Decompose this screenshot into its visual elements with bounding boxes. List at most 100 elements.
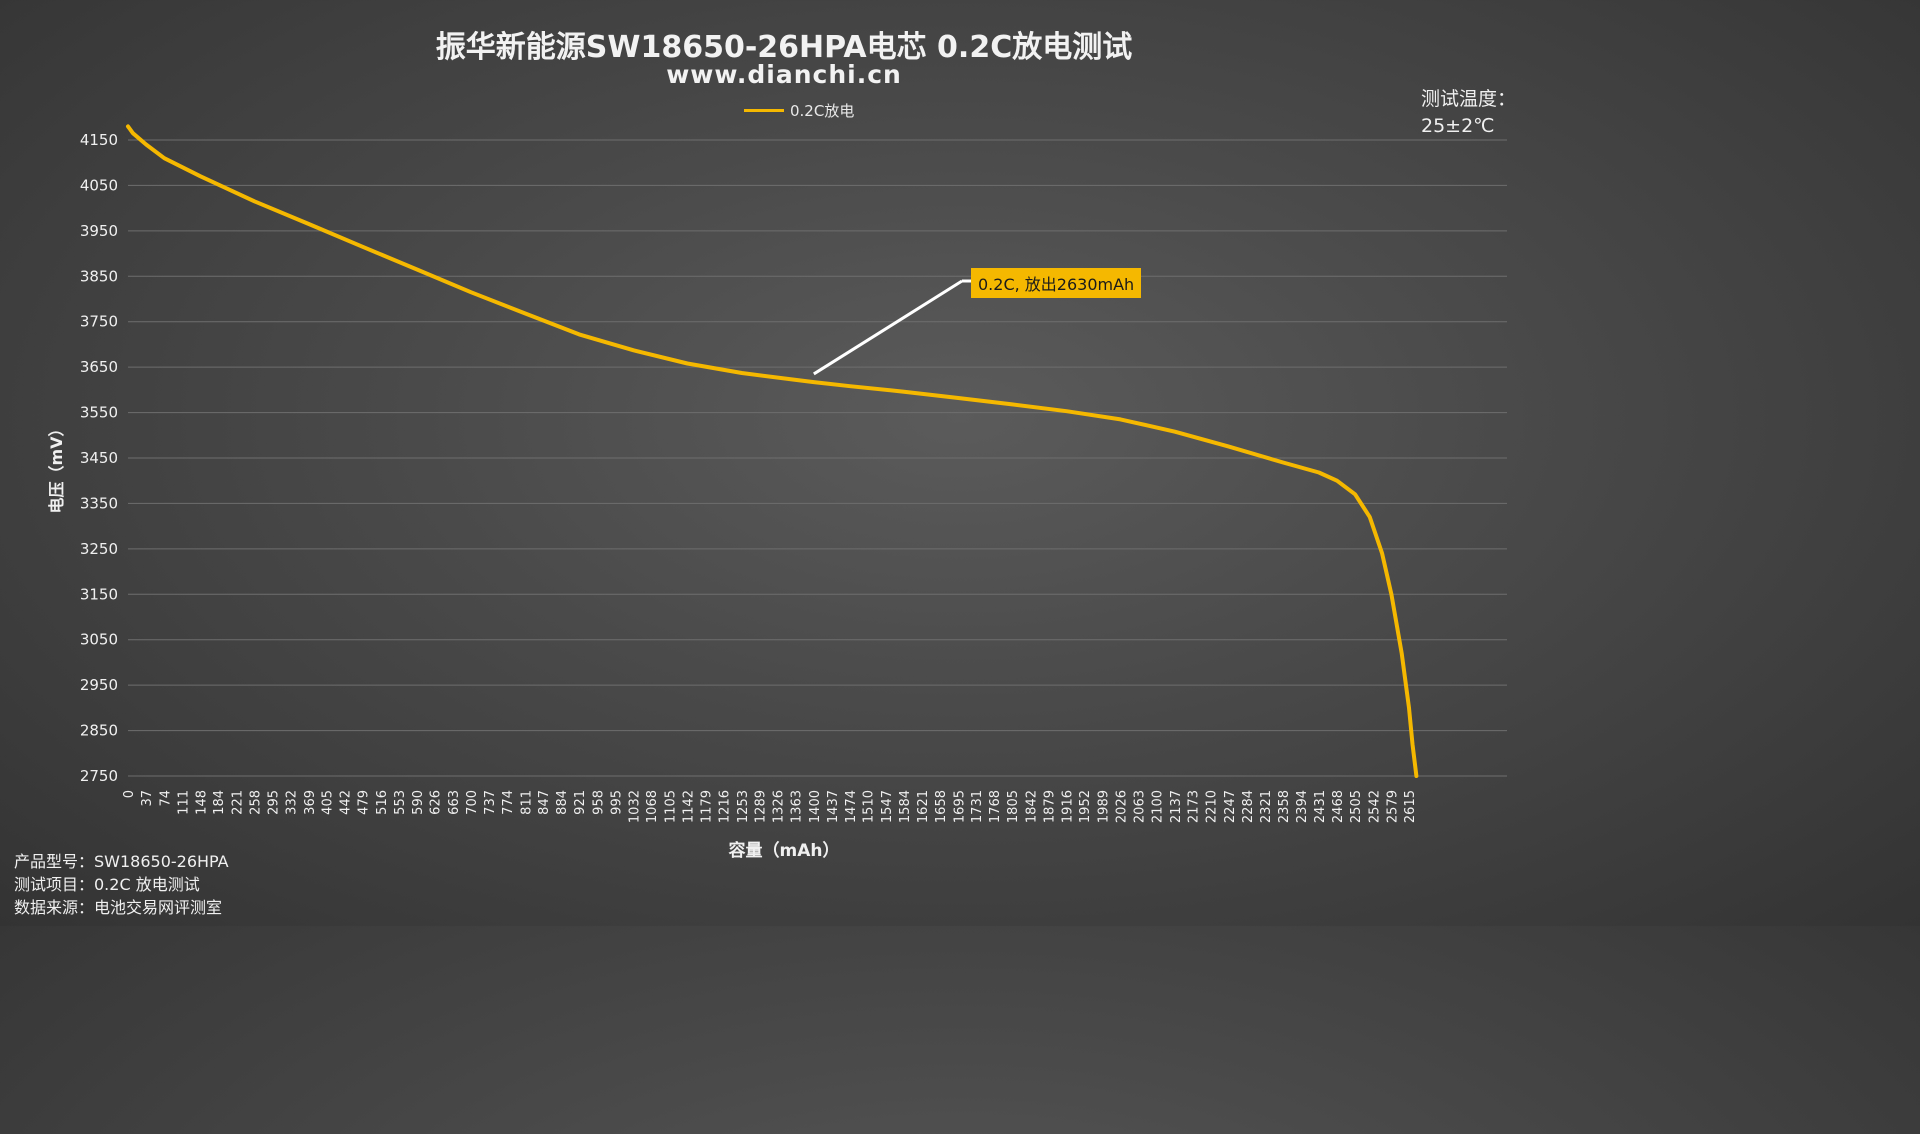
x-tick-label: 1989 — [1096, 790, 1111, 823]
x-tick-label: 1805 — [1006, 790, 1021, 823]
y-tick-label: 3850 — [80, 267, 118, 285]
y-tick-label: 4150 — [80, 131, 118, 149]
info-block: 产品型号：SW18650-26HPA 测试项目：0.2C 放电测试 数据来源：电… — [14, 850, 229, 919]
x-tick-label: 184 — [212, 790, 227, 815]
x-tick-label: 2321 — [1259, 790, 1274, 823]
legend: 0.2C放电 — [744, 100, 854, 121]
x-tick-label: 111 — [176, 790, 191, 815]
info-item: 测试项目：0.2C 放电测试 — [14, 875, 200, 894]
x-tick-label: 2542 — [1367, 790, 1382, 823]
x-tick-label: 1474 — [844, 790, 859, 823]
x-tick-label: 148 — [195, 790, 210, 815]
x-tick-label: 1326 — [772, 790, 787, 823]
y-tick-label: 3050 — [80, 631, 118, 649]
x-tick-label: 2173 — [1186, 790, 1201, 823]
x-tick-label: 884 — [555, 790, 570, 815]
x-tick-label: 1363 — [790, 790, 805, 823]
y-tick-label: 3650 — [80, 358, 118, 376]
x-tick-label: 2026 — [1114, 790, 1129, 823]
x-tick-label: 626 — [429, 790, 444, 815]
x-tick-label: 590 — [411, 790, 426, 815]
x-tick-label: 1105 — [663, 790, 678, 823]
x-tick-label: 1142 — [681, 790, 696, 823]
x-tick-label: 2358 — [1277, 790, 1292, 823]
x-tick-label: 1621 — [916, 790, 931, 823]
x-tick-label: 479 — [357, 790, 372, 815]
x-tick-label: 1658 — [934, 790, 949, 823]
x-tick-label: 811 — [519, 790, 534, 815]
x-tick-label: 1253 — [736, 790, 751, 823]
y-tick-label: 4050 — [80, 176, 118, 194]
x-tick-label: 995 — [609, 790, 624, 815]
x-tick-label: 1547 — [880, 790, 895, 823]
x-tick-label: 1179 — [700, 790, 715, 823]
x-tick-label: 1437 — [826, 790, 841, 823]
x-tick-label: 1289 — [753, 790, 768, 823]
x-tick-label: 0 — [122, 790, 137, 798]
y-axis-label: 电压（mV） — [47, 420, 66, 514]
x-tick-label: 258 — [248, 790, 263, 815]
chart-subtitle: www.dianchi.cn — [666, 60, 902, 89]
annotation-label: 0.2C, 放出2630mAh — [971, 268, 1142, 298]
temperature-line-2: 25±2℃ — [1420, 115, 1495, 137]
x-tick-label: 37 — [140, 790, 155, 807]
x-tick-label: 1216 — [718, 790, 733, 823]
x-tick-label: 1731 — [970, 790, 985, 823]
x-tick-label: 2247 — [1223, 790, 1238, 823]
x-tick-label: 2505 — [1349, 790, 1364, 823]
y-tick-label: 3150 — [80, 585, 118, 603]
x-tick-label: 1695 — [952, 790, 967, 823]
x-tick-label: 1584 — [898, 790, 913, 823]
x-tick-label: 2579 — [1385, 790, 1400, 823]
x-tick-label: 2137 — [1169, 790, 1184, 823]
legend-label: 0.2C放电 — [790, 102, 855, 120]
x-tick-label: 700 — [465, 790, 480, 815]
x-tick-label: 2431 — [1313, 790, 1328, 823]
x-tick-label: 2210 — [1205, 790, 1220, 823]
x-axis-label: 容量（mAh） — [728, 841, 840, 861]
x-tick-label: 2063 — [1133, 790, 1148, 823]
x-tick-label: 1068 — [645, 790, 660, 823]
x-tick-label: 2615 — [1403, 790, 1418, 823]
x-tick-label: 1879 — [1042, 790, 1057, 823]
y-tick-label: 2750 — [80, 767, 118, 785]
temperature-note: 测试温度： 25±2℃ — [1421, 86, 1516, 140]
x-tick-label: 1768 — [988, 790, 1003, 823]
temperature-line-1: 测试温度： — [1420, 88, 1516, 110]
y-tick-label: 3250 — [80, 540, 118, 558]
y-tick-label: 3350 — [80, 494, 118, 512]
x-tick-label: 74 — [158, 790, 173, 807]
x-tick-label: 369 — [303, 790, 318, 815]
y-tick-labels: 4150 4050 3950 3850 3750 3650 3550 3450 3350 3250… — [80, 131, 118, 785]
x-tick-label: 442 — [339, 790, 354, 815]
x-tick-label: 405 — [320, 790, 335, 815]
info-model: 产品型号：SW18650-26HPA — [14, 852, 229, 871]
x-tick-label: 737 — [483, 790, 498, 815]
y-tick-label: 3750 — [80, 313, 118, 331]
legend-swatch — [744, 109, 784, 112]
y-tick-label: 2850 — [80, 722, 118, 740]
x-tick-label: 295 — [267, 790, 282, 815]
annotation-leader-line — [813, 279, 963, 376]
y-tick-label: 3550 — [80, 404, 118, 422]
x-tick-label: 847 — [537, 790, 552, 815]
y-tick-label: 2950 — [80, 676, 118, 694]
x-tick-label: 2100 — [1151, 790, 1166, 823]
x-tick-label: 1032 — [628, 790, 643, 823]
x-tick-label: 2468 — [1331, 790, 1346, 823]
discharge-chart: 4150405039503850375036503550345033503250… — [80, 124, 1507, 823]
x-tick-label: 663 — [447, 790, 462, 815]
x-tick-label: 1510 — [862, 790, 877, 823]
x-tick-label: 921 — [573, 790, 588, 815]
x-tick-label: 553 — [393, 790, 408, 815]
info-source: 数据来源：电池交易网评测室 — [14, 898, 223, 917]
x-tick-label: 1400 — [808, 790, 823, 823]
x-tick-label: 516 — [375, 790, 390, 815]
x-tick-label: 332 — [285, 790, 300, 815]
chart-title: 振华新能源SW18650-26HPA电芯 0.2C放电测试 — [435, 30, 1133, 65]
x-tick-label: 1842 — [1024, 790, 1039, 823]
x-tick-label: 1916 — [1061, 790, 1076, 823]
y-tick-label: 3950 — [80, 222, 118, 240]
x-tick-label: 774 — [501, 790, 516, 815]
grid-lines — [128, 139, 1507, 777]
